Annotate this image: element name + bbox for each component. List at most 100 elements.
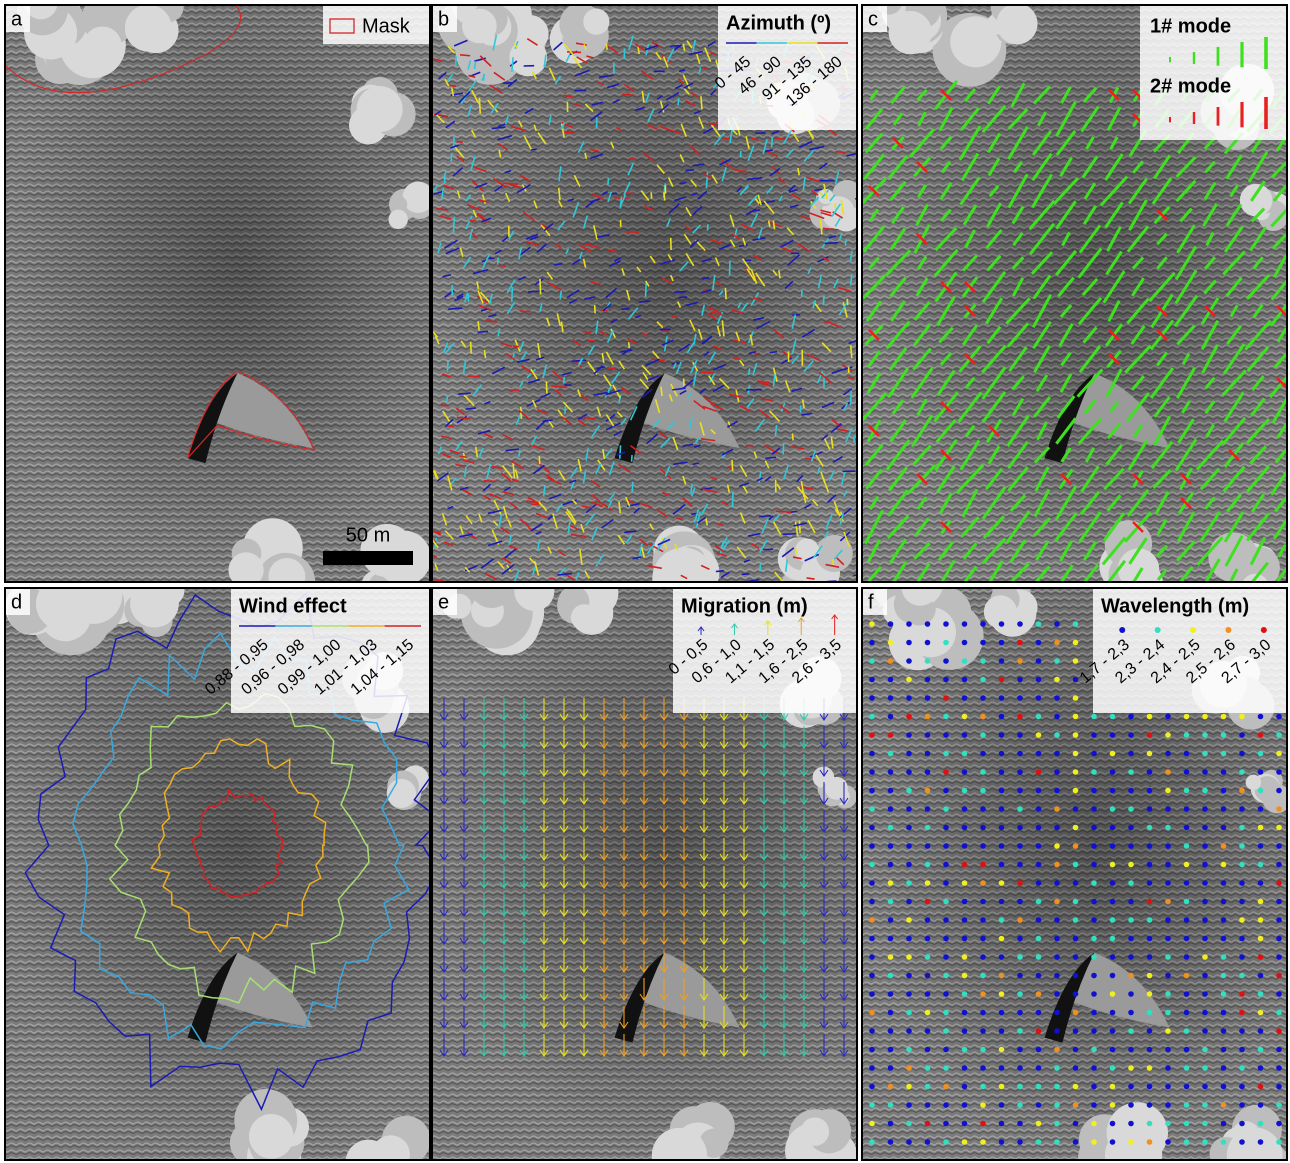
arrow bbox=[499, 782, 509, 805]
mode-line bbox=[865, 468, 883, 490]
crest-line bbox=[704, 517, 709, 526]
crest-line bbox=[754, 197, 761, 206]
mode-line bbox=[960, 516, 980, 538]
rock bbox=[651, 1127, 708, 1160]
wavelength-dot bbox=[887, 843, 894, 849]
arrow bbox=[819, 922, 829, 945]
crest-line bbox=[771, 165, 781, 175]
mode-line bbox=[964, 376, 976, 390]
arrow bbox=[479, 810, 489, 833]
crest-line bbox=[764, 475, 772, 482]
crest-line bbox=[432, 331, 439, 338]
wavelength-dot bbox=[980, 1139, 986, 1145]
wavelength-dot bbox=[1183, 861, 1190, 868]
wavelength-dot bbox=[906, 769, 912, 775]
mode-line bbox=[1007, 108, 1029, 130]
wavelength-dot bbox=[1054, 732, 1060, 738]
mode-line bbox=[960, 107, 980, 131]
arrow bbox=[499, 894, 509, 917]
crest-line bbox=[456, 190, 461, 199]
crest-line bbox=[838, 232, 843, 241]
mode-line bbox=[1176, 224, 1196, 254]
crest-line bbox=[689, 359, 698, 374]
mode-line bbox=[1199, 511, 1221, 543]
wavelength-dot bbox=[1017, 972, 1023, 979]
wavelength-dot bbox=[1202, 991, 1208, 997]
wavelength-dot bbox=[998, 806, 1005, 812]
crest-line bbox=[778, 195, 783, 202]
mode-line bbox=[1245, 274, 1271, 300]
rock bbox=[800, 1117, 830, 1146]
mode-line bbox=[986, 254, 1002, 272]
wavelength-dot bbox=[906, 1083, 912, 1090]
wavelength-dot bbox=[980, 1046, 986, 1053]
crest-line bbox=[743, 559, 751, 563]
mode-line bbox=[987, 85, 1001, 105]
arrow bbox=[819, 894, 829, 917]
crest-line bbox=[527, 496, 536, 502]
wavelength-dot bbox=[1091, 917, 1097, 923]
wavelength-dot bbox=[1017, 1102, 1023, 1108]
crest-line bbox=[828, 470, 836, 482]
crest-line bbox=[546, 271, 554, 280]
legend-arrow bbox=[731, 623, 738, 635]
crest-line bbox=[677, 98, 680, 106]
crest-line bbox=[539, 303, 543, 312]
crest-line bbox=[641, 331, 649, 337]
arrow bbox=[439, 950, 449, 973]
crest-line bbox=[639, 502, 653, 509]
crest-line bbox=[445, 247, 460, 255]
wavelength-dot bbox=[1109, 954, 1116, 960]
crest-line bbox=[665, 91, 680, 101]
wavelength-dot bbox=[943, 1139, 949, 1145]
mode-line bbox=[1276, 423, 1287, 439]
mode-line bbox=[1177, 418, 1195, 444]
crest-line bbox=[770, 137, 774, 148]
wavelength-dot bbox=[906, 621, 912, 627]
wavelength-dot bbox=[1183, 954, 1190, 960]
crest-line bbox=[747, 195, 758, 206]
mode-line bbox=[1079, 490, 1101, 516]
mode-line bbox=[862, 153, 886, 181]
crest-line bbox=[659, 468, 672, 480]
crest-line bbox=[817, 255, 829, 263]
mode-line bbox=[915, 562, 931, 582]
wavelength-dot bbox=[1017, 1009, 1023, 1016]
crest-line bbox=[467, 60, 472, 70]
letter-box bbox=[433, 6, 457, 32]
mode-line bbox=[1082, 541, 1098, 561]
crest-line bbox=[509, 60, 518, 67]
crest-line bbox=[708, 375, 716, 386]
crest-line bbox=[557, 187, 561, 201]
crest-line bbox=[590, 111, 603, 122]
wavelength-dot bbox=[1054, 898, 1060, 905]
wavelength-dot bbox=[943, 713, 949, 720]
crest-line bbox=[807, 267, 812, 275]
wavelength-dot bbox=[1220, 843, 1227, 849]
mode-line bbox=[1226, 493, 1242, 513]
crest-line bbox=[710, 429, 716, 435]
arrow bbox=[659, 838, 669, 861]
arrow bbox=[819, 726, 829, 749]
crest-line bbox=[837, 286, 852, 293]
crest-line bbox=[699, 422, 705, 436]
mode-line bbox=[1033, 446, 1051, 464]
wavelength-dot bbox=[906, 1139, 912, 1145]
mode-line bbox=[1205, 424, 1215, 438]
wavelength-dot bbox=[1146, 898, 1153, 905]
wavelength-dot bbox=[1035, 972, 1042, 979]
crest-line bbox=[657, 538, 671, 546]
wavelength-dot bbox=[1202, 843, 1208, 849]
rock bbox=[83, 26, 122, 66]
wavelength-dot bbox=[1035, 806, 1042, 812]
mode-line bbox=[1080, 465, 1100, 493]
panel-frame bbox=[4, 587, 431, 1161]
wavelength-dot bbox=[906, 1028, 912, 1034]
crest-line bbox=[731, 459, 734, 471]
crest-line bbox=[459, 486, 469, 491]
mode-line bbox=[1108, 401, 1120, 413]
arrow bbox=[519, 782, 529, 805]
crest-line bbox=[517, 449, 521, 457]
crest-line bbox=[806, 577, 815, 580]
wavelength-dot bbox=[943, 861, 949, 868]
